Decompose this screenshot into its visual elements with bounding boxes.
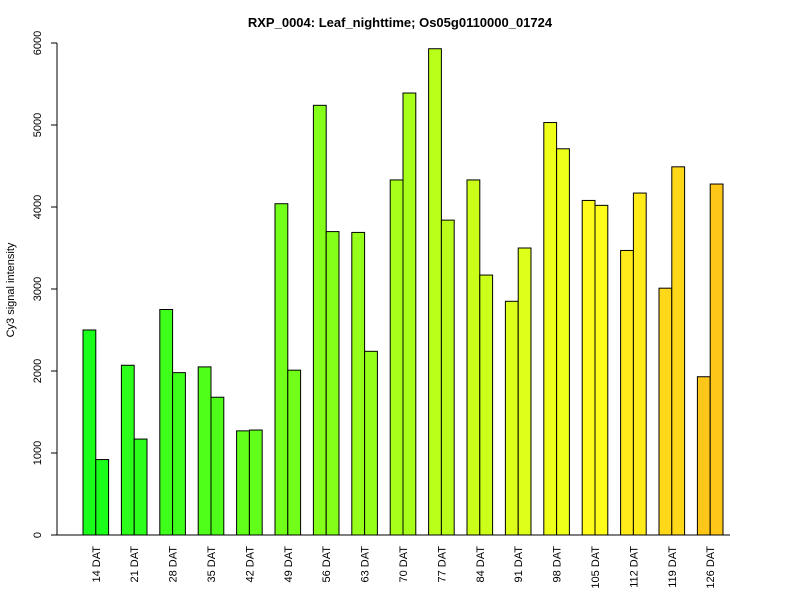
bar	[671, 166, 686, 536]
bar	[466, 179, 481, 536]
x-tick-label: 63 DAT	[360, 546, 372, 583]
x-tick-label: 56 DAT	[321, 546, 333, 583]
bar	[504, 300, 519, 536]
bar	[581, 199, 596, 536]
bar	[210, 396, 225, 536]
x-tick-label: 28 DAT	[168, 546, 180, 583]
x-tick-label: 35 DAT	[206, 546, 218, 583]
bar	[709, 183, 724, 536]
x-tick-label: 14 DAT	[91, 546, 103, 583]
y-tick-label: 6000	[32, 31, 44, 55]
bar	[312, 104, 327, 536]
bar	[159, 309, 174, 536]
bar	[556, 148, 570, 536]
bar	[133, 438, 148, 536]
bar	[620, 249, 634, 536]
bar	[197, 366, 212, 536]
y-tick-label: 5000	[32, 113, 44, 137]
x-tick-label: 21 DAT	[129, 546, 141, 583]
bar	[287, 369, 302, 536]
bar	[479, 274, 494, 536]
bar	[517, 247, 532, 536]
bar	[172, 372, 186, 536]
y-tick-label: 0	[32, 532, 44, 538]
y-axis-label: Cy3 signal intensity	[5, 242, 17, 337]
bar	[95, 459, 110, 536]
y-tick-label: 1000	[32, 441, 44, 465]
bar	[658, 287, 673, 536]
bar	[402, 92, 417, 536]
bar	[364, 350, 378, 536]
bar	[440, 219, 455, 536]
bar	[351, 231, 366, 536]
bar	[82, 329, 97, 536]
x-axis: 14 DAT 21 DAT 28 DAT 35 DAT 42 DAT 49 DAT 56 D…	[91, 546, 717, 589]
bar	[594, 204, 609, 536]
bar	[274, 203, 289, 536]
x-tick-label: 42 DAT	[244, 546, 256, 583]
bar	[696, 376, 711, 536]
x-tick-label: 98 DAT	[552, 546, 564, 583]
y-tick-label: 2000	[32, 359, 44, 383]
bars	[57, 48, 730, 536]
y-axis: 0 1000 2000 3000 4000 5000 6000	[32, 31, 58, 538]
x-tick-label: 105 DAT	[590, 546, 602, 589]
y-tick-label: 4000	[32, 195, 44, 219]
x-tick-label: 70 DAT	[398, 546, 410, 583]
x-tick-label: 126 DAT	[705, 546, 717, 589]
bar	[236, 430, 250, 536]
x-tick-label: 84 DAT	[475, 546, 487, 583]
x-tick-label: 119 DAT	[667, 546, 679, 588]
x-tick-label: 77 DAT	[436, 546, 448, 583]
y-tick-label: 3000	[32, 277, 44, 301]
bar	[428, 48, 442, 536]
bar	[543, 122, 558, 536]
bar	[389, 179, 404, 536]
bar	[120, 364, 135, 536]
x-tick-label: 91 DAT	[513, 546, 525, 583]
x-tick-label: 49 DAT	[283, 546, 295, 583]
x-tick-label: 112 DAT	[628, 546, 640, 588]
bar	[325, 231, 340, 536]
bar	[248, 429, 263, 536]
chart-title: RXP_0004: Leaf_nighttime; Os05g0110000_0…	[248, 15, 553, 30]
bar	[632, 192, 647, 536]
